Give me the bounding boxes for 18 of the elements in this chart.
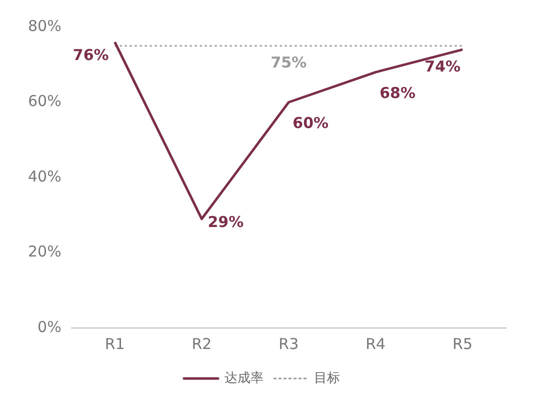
legend-label: 达成率 [224, 370, 264, 386]
y-tick-label: 60% [28, 92, 62, 110]
legend-label: 目标 [314, 370, 340, 386]
y-tick-label: 40% [28, 167, 62, 186]
x-tick-label: R3 [278, 334, 299, 353]
data-label: 74% [424, 57, 461, 76]
data-label: 68% [380, 84, 416, 102]
y-tick-label: 80% [28, 16, 62, 35]
y-tick-label: 0% [38, 318, 62, 336]
y-tick-label: 20% [28, 242, 62, 261]
data-label: 29% [208, 212, 244, 231]
data-label: 75% [270, 54, 307, 72]
data-label: 76% [72, 46, 109, 64]
x-tick-label: R2 [192, 334, 212, 353]
x-tick-label: R1 [104, 334, 125, 353]
x-tick-label: R4 [366, 334, 386, 353]
x-tick-label: R5 [452, 334, 473, 353]
data-label: 60% [292, 114, 329, 132]
